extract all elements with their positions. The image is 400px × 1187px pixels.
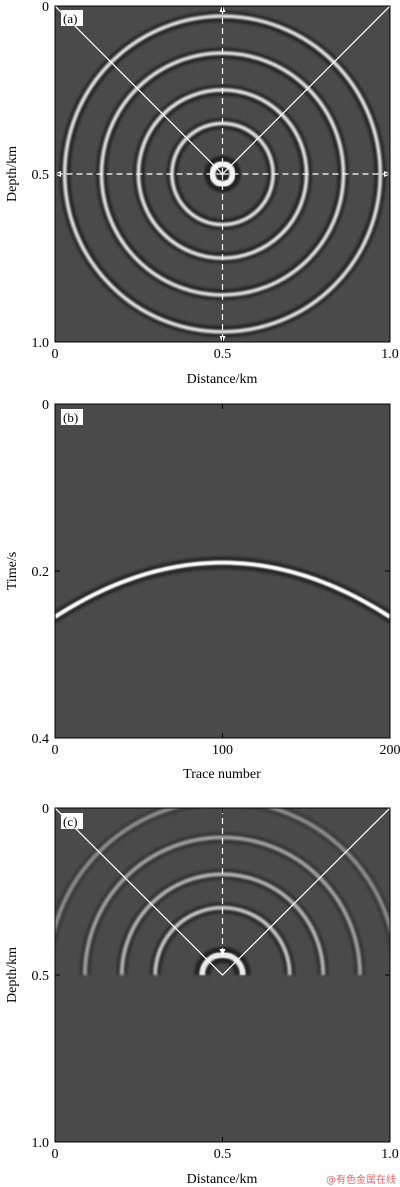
wavefront-bright-band <box>120 872 325 976</box>
panel-c-migrated-wavefield: (c) 0 0.5 1.000.51.0 Distance/km Depth/km <box>5 802 399 1187</box>
panel-b-xtick-label: 0 <box>52 743 59 758</box>
panel-a-xlabel: Distance/km <box>187 372 258 387</box>
panel-b-reflection-event <box>55 556 390 624</box>
panel-c-ytick-label: 0.5 <box>32 969 50 984</box>
wavefront-inner-dark-band <box>55 808 390 953</box>
event-dark-lobe-upper <box>55 556 390 615</box>
event-bright-peak <box>55 560 390 619</box>
wavefront-dark-band <box>79 832 366 976</box>
panel-b-seismic-record: (b) 0 100 200 0 0.2 0.4 Trace number Time/s <box>5 398 400 782</box>
panel-b-label-box <box>61 409 83 425</box>
panel-c-xtick-label: 0.5 <box>214 1147 232 1162</box>
panel-c-xtick-label: 1.0 <box>381 1147 399 1162</box>
wavefront-dark-band <box>133 84 312 264</box>
panel-a-label: (a) <box>63 11 77 26</box>
panel-b-ytick-label: 0.2 <box>32 565 50 580</box>
panel-c-ytick-label: 1.0 <box>32 1136 50 1151</box>
wavefront-bright-band <box>63 14 382 334</box>
wavefront-inner-dark-band <box>205 957 240 976</box>
panel-c-ticks: 0 0.5 1.000.51.0 <box>32 802 399 1162</box>
panel-b-xtick-label: 200 <box>380 743 400 758</box>
panel-b-ticks: 0 100 200 0 0.2 0.4 <box>32 398 400 758</box>
panel-b-xtick-label: 100 <box>212 743 233 758</box>
panel-c-xlabel: Distance/km <box>187 1172 258 1187</box>
panel-a-ytick-label: 0.5 <box>32 168 50 183</box>
panel-c-xtick-label: 0 <box>52 1147 59 1162</box>
wavefront-dark-band <box>150 902 295 976</box>
panel-a-ylabel: Depth/km <box>5 146 20 202</box>
panel-c-ylabel: Depth/km <box>5 947 20 1003</box>
wavefront-bright-band <box>55 808 390 936</box>
panel-a-xtick-label: 1.0 <box>381 347 399 362</box>
panel-a-xtick-label: 0 <box>52 347 59 362</box>
panel-a-label-box <box>61 10 83 26</box>
wavefront-bright-band <box>83 835 362 976</box>
panel-c-label: (c) <box>63 814 77 829</box>
panel-b-ylabel: Time/s <box>5 552 20 590</box>
wavefront-inner-dark-band <box>174 125 271 223</box>
guide-line-solid <box>55 808 390 976</box>
panel-b-background <box>55 404 390 738</box>
panel-a-ytick-label: 1.0 <box>32 336 50 351</box>
event-dark-lobe-lower <box>55 565 390 624</box>
panel-b-ytick-label: 0 <box>42 398 49 413</box>
panel-c-guide-lines <box>55 808 390 976</box>
panel-a-xtick-label: 0.5 <box>214 347 232 362</box>
wavefront-dark-band <box>55 808 390 922</box>
panel-b-label: (b) <box>63 410 78 425</box>
panel-b-ytick-label: 0.4 <box>32 732 50 747</box>
wavefront-inner-dark-band <box>103 55 342 293</box>
panel-a-wavefield-snapshot: (a) 0 0.5 1.000.51.0 Distance/km Depth/km <box>5 0 399 387</box>
panel-c-ytick-label: 0 <box>42 802 49 817</box>
panel-a-ticks: 0 0.5 1.000.51.0 <box>32 0 399 362</box>
panel-a-guide-lines <box>55 6 390 342</box>
watermark: @有色金属在线 <box>326 1173 396 1186</box>
panel-c-label-box <box>61 813 83 829</box>
panel-b-xlabel: Trace number <box>183 767 261 782</box>
panel-a-ytick-label: 0 <box>42 0 49 15</box>
